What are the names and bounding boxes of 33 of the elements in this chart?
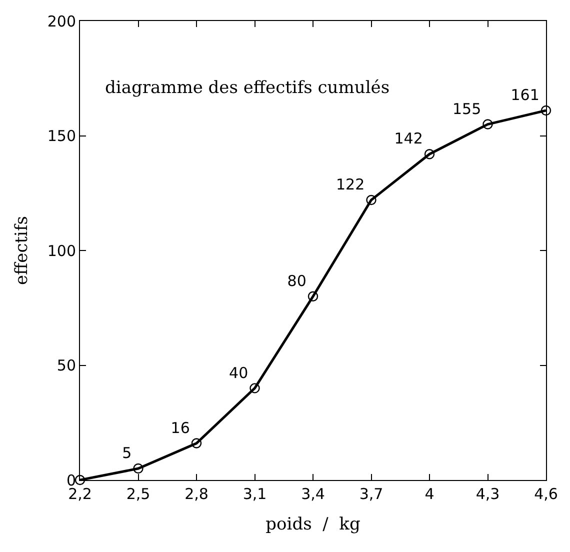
x-tick-label: 3,7 [359,485,384,503]
point [191,438,202,448]
x-tick-label: 2,8 [184,485,208,503]
data-label: 161 [510,86,540,104]
point [540,105,552,116]
x-axis-title: poids / kg [266,514,360,534]
point [308,291,318,302]
x-tick-label: 3,1 [242,485,267,503]
data-label: 80 [287,272,306,290]
point [482,119,493,130]
x-tick-label: 4,3 [476,485,500,503]
y-tick-label: 200 [47,12,76,30]
point [424,149,435,160]
y-tick-label: 50 [56,356,76,374]
data-label: 16 [170,418,190,437]
y-tick-label: 100 [47,242,76,260]
data-label: 155 [452,100,482,118]
data-label: 40 [229,364,248,382]
x-tick-label: 2,5 [126,485,150,503]
point [74,474,86,486]
data-label: 122 [336,176,365,194]
point [133,463,144,474]
x-tick-label: 4 [424,485,434,503]
x-tick-label: 4,6 [534,485,558,503]
x-tick-label: 3,4 [301,485,325,503]
y-axis-title: effectifs [12,216,32,286]
data-label: 5 [122,444,132,462]
point [250,383,260,394]
annotation: diagramme des effectifs cumulés [105,78,390,98]
data-label: 142 [394,130,423,148]
point [366,194,376,206]
x-tick-label: 2,2 [68,485,92,503]
y-tick-label: 150 [47,127,76,145]
